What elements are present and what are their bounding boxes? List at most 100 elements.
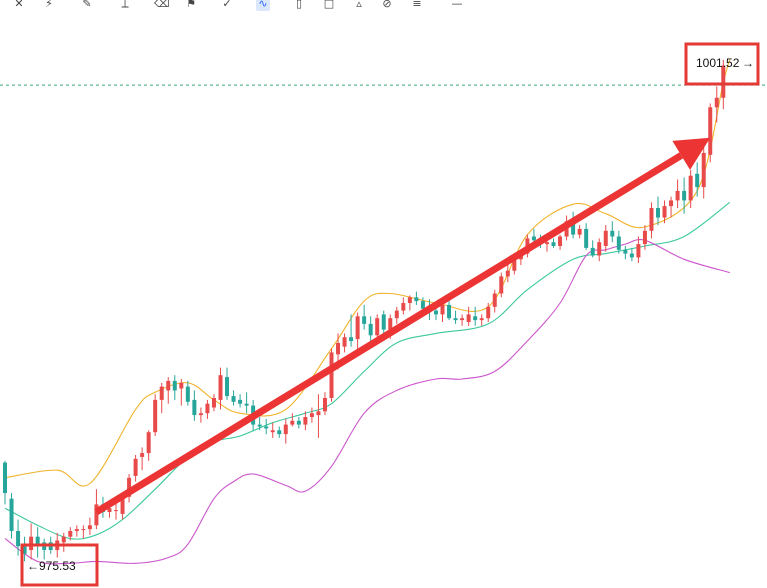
- candle-body: [544, 242, 549, 245]
- candle: [675, 179, 680, 208]
- candle: [342, 333, 347, 353]
- candle-body: [675, 190, 680, 201]
- candle-body: [701, 152, 706, 188]
- candle-body: [238, 399, 243, 404]
- pattern-icon[interactable]: ⚡: [45, 0, 53, 10]
- ruler-icon[interactable]: ⟂: [121, 0, 129, 10]
- brush-icon[interactable]: ✎: [82, 0, 92, 10]
- candle: [225, 367, 230, 400]
- candle: [81, 525, 86, 539]
- candle-body: [440, 304, 445, 315]
- candle: [473, 306, 478, 326]
- candle-body: [205, 403, 210, 414]
- candle: [590, 240, 595, 258]
- candle-body: [362, 316, 367, 324]
- candle: [296, 417, 301, 429]
- candle-body: [597, 242, 602, 256]
- candle: [29, 523, 34, 560]
- low-price-label: 975.53: [39, 559, 76, 573]
- candle-body: [114, 510, 119, 512]
- candle: [669, 196, 674, 218]
- candle-body: [714, 97, 719, 108]
- candle-body: [394, 310, 399, 319]
- pattern-wave-icon[interactable]: ∿: [256, 0, 270, 11]
- candle: [264, 418, 269, 435]
- candle: [290, 413, 295, 427]
- low-price-arrow: ←: [27, 559, 39, 573]
- candle: [283, 418, 288, 444]
- bollinger-lower-line: [4, 239, 730, 565]
- high-price-arrow: →: [742, 56, 754, 70]
- candle-body: [9, 498, 14, 531]
- candle: [166, 377, 171, 404]
- candle: [322, 392, 327, 416]
- candle-body: [264, 426, 269, 429]
- candle-body: [636, 244, 641, 258]
- check-icon[interactable]: ✓: [222, 0, 232, 10]
- annotations-layer: 1001.52 → ← 975.53: [0, 42, 767, 587]
- candle: [68, 527, 73, 541]
- candle-body: [479, 318, 484, 321]
- bollinger-middle-line: [4, 201, 731, 540]
- candle: [270, 422, 275, 438]
- clip-icon[interactable]: ⊘: [382, 0, 392, 10]
- candle-body: [558, 236, 563, 246]
- candle-body: [610, 230, 615, 237]
- candle-body: [721, 65, 726, 98]
- candle-body: [349, 337, 354, 341]
- crosshair-icon[interactable]: ✕: [14, 0, 24, 10]
- candle-body: [29, 536, 34, 550]
- candle-body: [179, 382, 184, 389]
- candle-body: [329, 352, 334, 398]
- candle-body: [407, 297, 412, 303]
- candle: [688, 170, 693, 208]
- candle-body: [688, 175, 693, 201]
- candle: [701, 141, 706, 199]
- candle: [192, 390, 197, 421]
- candle-body: [140, 453, 145, 457]
- candle-body: [309, 413, 314, 417]
- box-icon[interactable]: □: [323, 0, 335, 10]
- candle-body: [185, 386, 190, 402]
- candle: [87, 517, 92, 535]
- eraser-icon[interactable]: ⌫: [154, 0, 170, 10]
- candle-body: [225, 377, 230, 397]
- bookmark-icon[interactable]: ⚑: [186, 0, 196, 10]
- candle: [407, 295, 412, 311]
- candle-body: [3, 462, 7, 493]
- candle-body: [244, 403, 249, 406]
- candle-body: [368, 323, 373, 336]
- candle-body: [133, 458, 138, 476]
- candles-icon[interactable]: ▯: [295, 0, 303, 10]
- candle-body: [257, 424, 262, 427]
- candle: [257, 417, 262, 431]
- chart-icon[interactable]: ▵: [356, 0, 362, 10]
- candle: [486, 303, 491, 322]
- candle: [401, 297, 406, 315]
- candle-body: [656, 208, 660, 218]
- trend-arrow-shaft: [94, 152, 684, 515]
- candle-body: [492, 293, 497, 307]
- candle-body: [290, 420, 295, 425]
- dash-icon[interactable]: —: [451, 0, 463, 10]
- candle: [362, 304, 367, 330]
- candle: [610, 221, 615, 243]
- trend-arrow-head: [672, 137, 711, 170]
- candle: [714, 86, 719, 123]
- candle: [316, 394, 321, 438]
- candle-body: [669, 200, 674, 207]
- candle: [218, 367, 223, 410]
- candle-body: [466, 314, 471, 322]
- candle: [3, 460, 7, 505]
- candle-body: [303, 417, 308, 425]
- candle-body: [120, 496, 125, 514]
- candle: [453, 310, 458, 324]
- candle: [577, 225, 582, 239]
- candle: [42, 538, 47, 560]
- candle-body: [270, 430, 275, 433]
- lines-icon[interactable]: ≡: [412, 0, 422, 10]
- candle: [61, 532, 66, 552]
- candle: [479, 314, 484, 326]
- candle: [205, 399, 210, 419]
